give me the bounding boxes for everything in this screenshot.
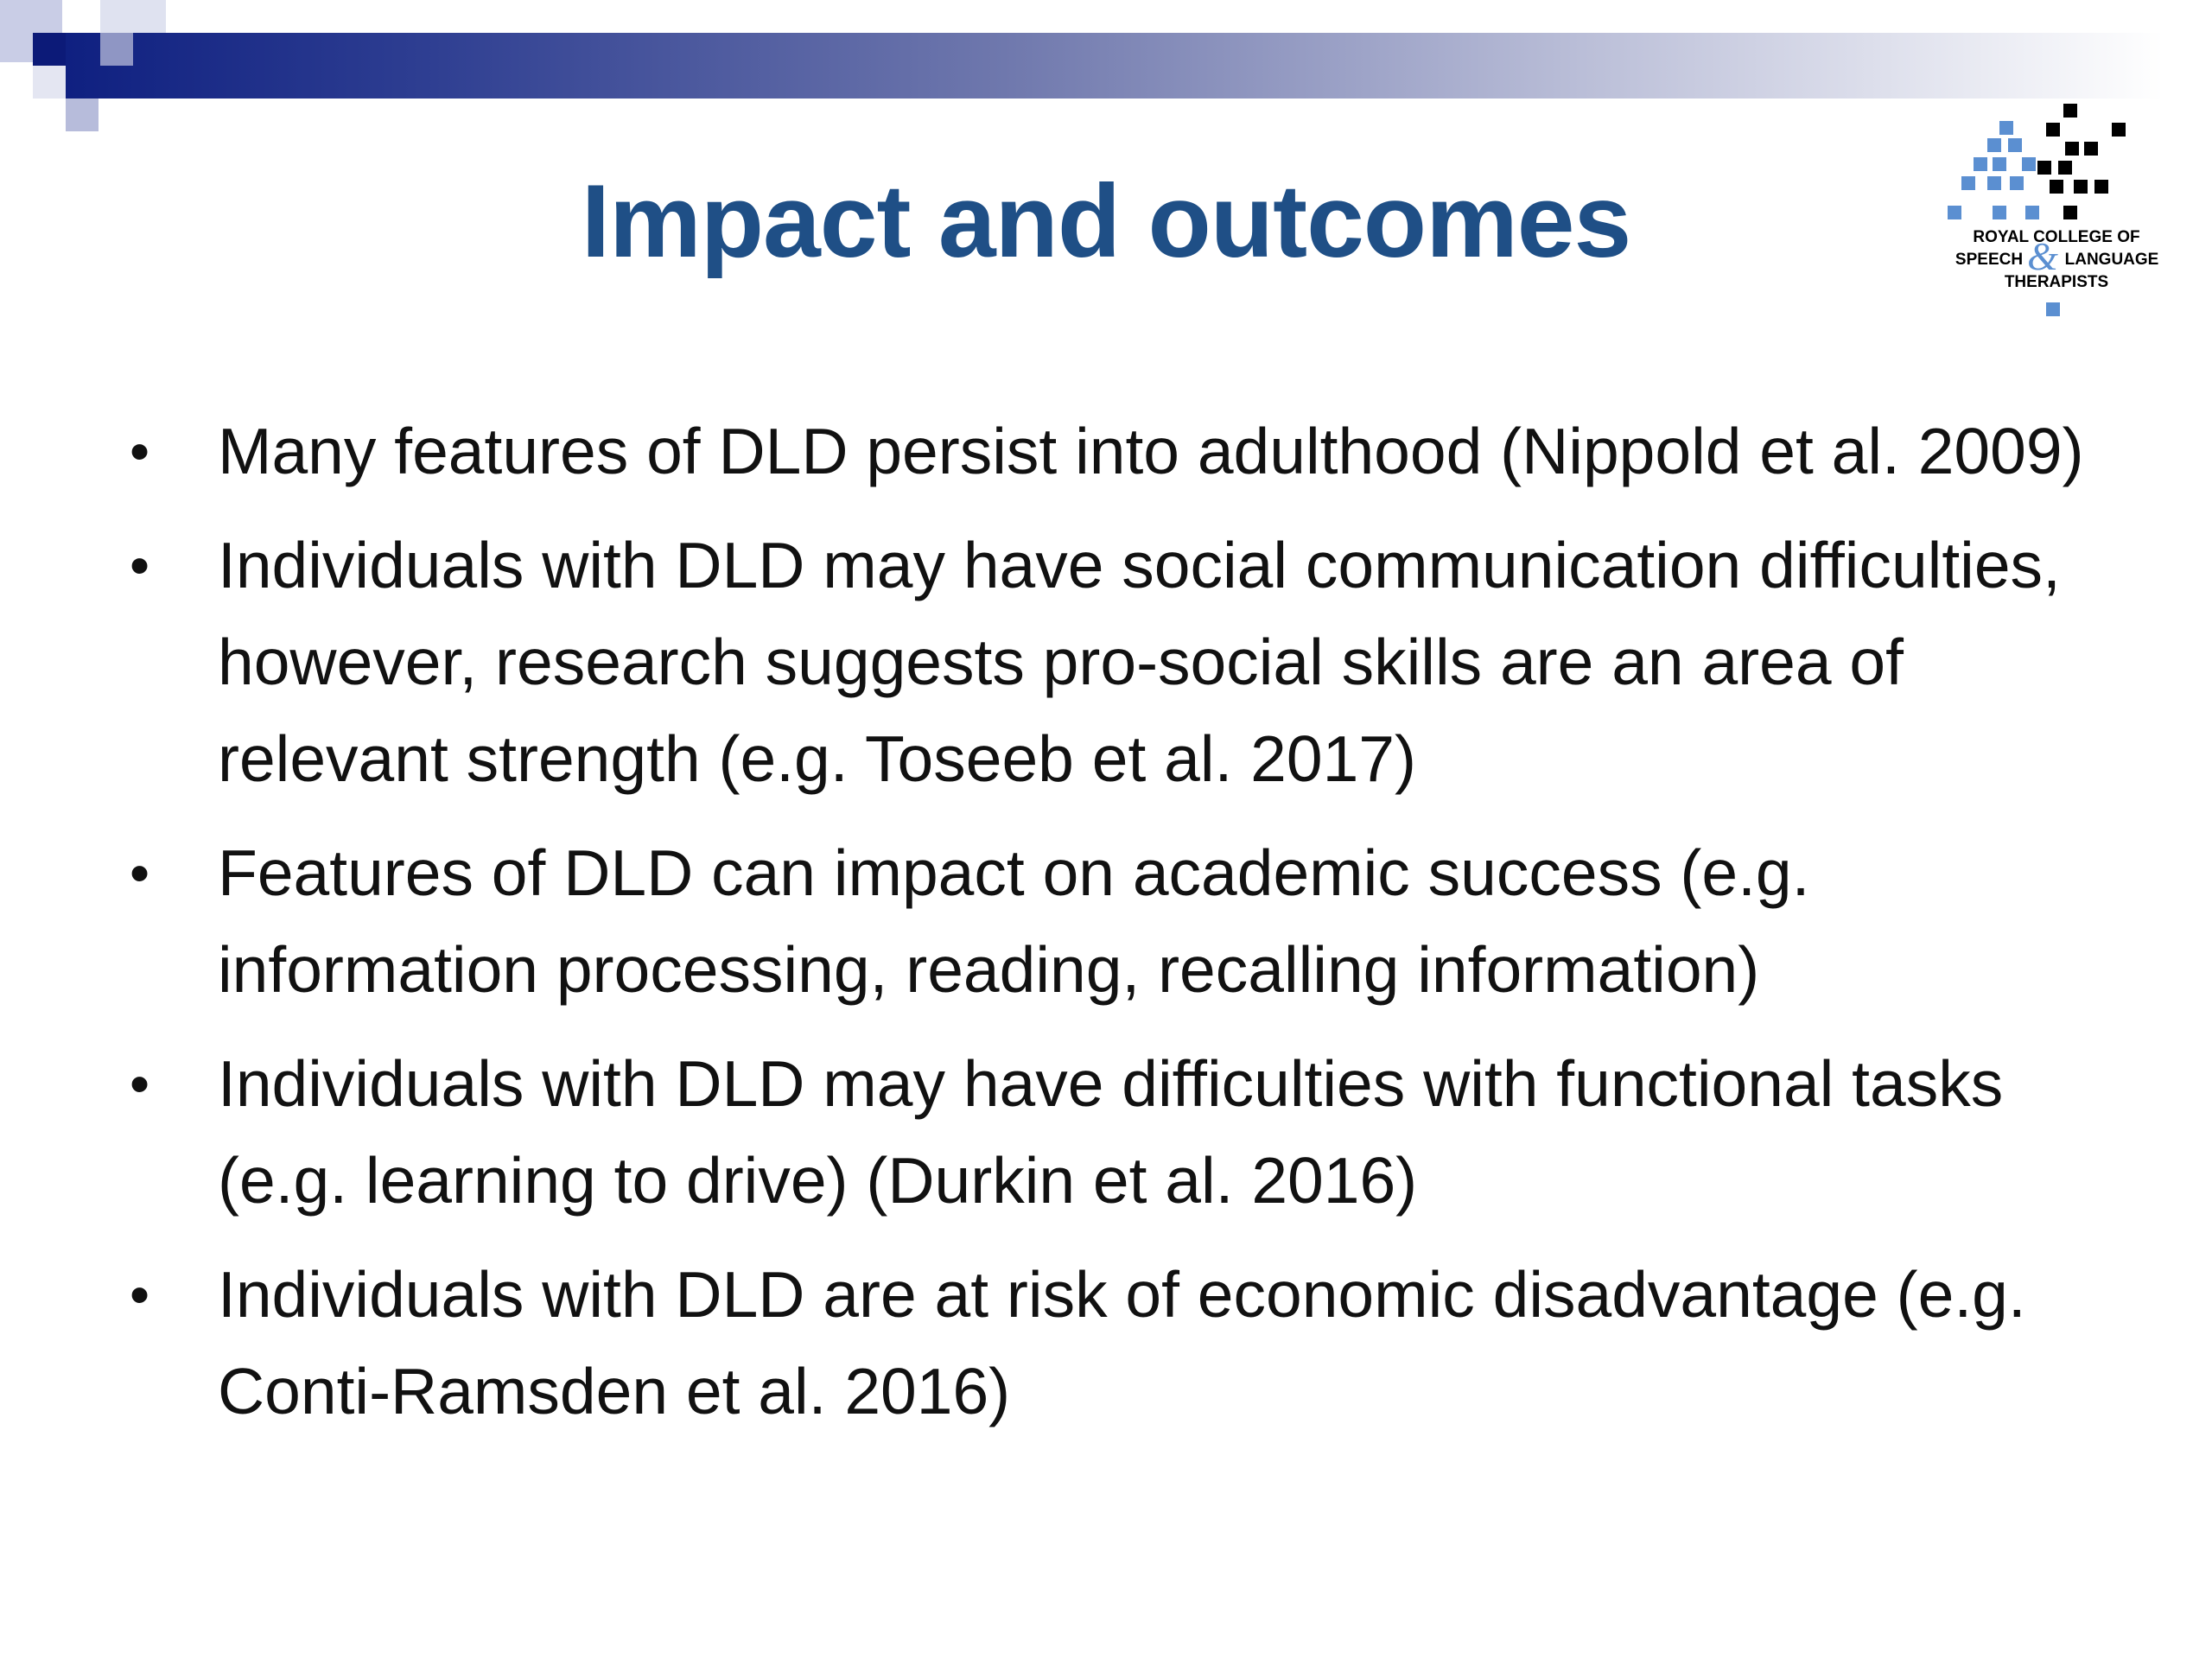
logo-blue-squares [1948, 121, 2060, 316]
bullet-item: • Individuals with DLD may have social c… [130, 517, 2100, 807]
logo-line-2-left: SPEECH [1955, 251, 2023, 269]
bullet-text: Individuals with DLD may have difficulti… [218, 1047, 2004, 1217]
bullet-dot: • [130, 1052, 150, 1116]
bullet-text: Individuals with DLD may have social com… [218, 529, 2061, 795]
logo-line-1: ROYAL COLLEGE OF [1973, 228, 2139, 246]
logo-line-3: THERAPISTS [2005, 273, 2108, 291]
corner-square-pale [100, 0, 166, 33]
corner-square-lower [66, 99, 99, 131]
bullet-list: • Many features of DLD persist into adul… [130, 403, 2100, 1457]
corner-square-mid [100, 33, 133, 66]
corner-square-lower-left [33, 66, 66, 99]
bullet-dot: • [130, 841, 150, 905]
bullet-item: • Individuals with DLD are at risk of ec… [130, 1246, 2100, 1440]
header-gradient-bar [55, 33, 2164, 99]
bullet-text: Individuals with DLD are at risk of econ… [218, 1258, 2026, 1427]
bullet-dot: • [130, 1262, 150, 1326]
bullet-text: Many features of DLD persist into adulth… [218, 415, 2084, 487]
logo-line-2-right: LANGUAGE [2065, 251, 2159, 269]
logo-black-squares [2037, 104, 2126, 219]
bullet-item: • Individuals with DLD may have difficul… [130, 1035, 2100, 1229]
slide-title: Impact and outcomes [581, 163, 1632, 279]
bullet-text: Features of DLD can impact on academic s… [218, 836, 1810, 1006]
logo-ampersand: & [2027, 234, 2058, 278]
bullet-dot: • [130, 533, 150, 597]
bullet-dot: • [130, 419, 150, 483]
rcslt-logo: ROYAL COLLEGE OF SPEECH & LANGUAGE THERA… [1948, 104, 2159, 316]
bullet-item: • Many features of DLD persist into adul… [130, 403, 2100, 499]
corner-square-dark [33, 33, 66, 66]
bullet-item: • Features of DLD can impact on academic… [130, 824, 2100, 1018]
